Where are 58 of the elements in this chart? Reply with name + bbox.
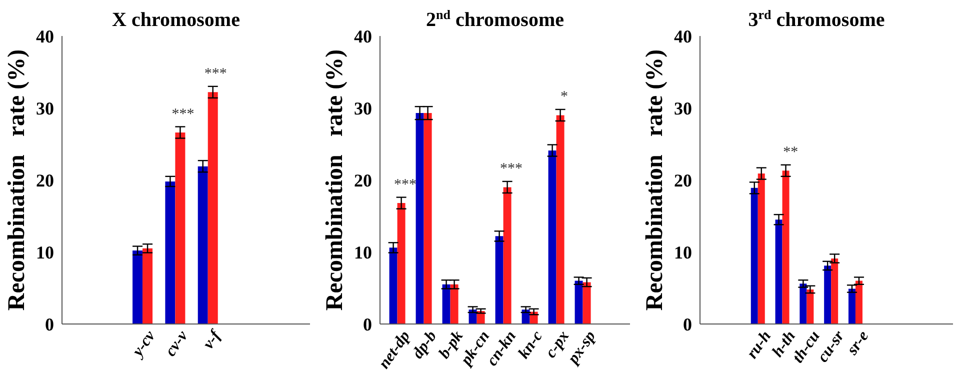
bar [800,284,807,324]
y-tick-label: 40 [36,26,54,46]
bar [750,188,758,324]
bar [582,282,591,324]
y-tick-label: 30 [36,98,54,118]
bar [198,166,208,324]
bar [165,181,176,324]
chart-title: 3$^{rd}$ chromosome [748,6,885,31]
x-tick-label: v-f [200,326,226,352]
bar [389,248,398,324]
y-axis-title: Recombination rate (%) [642,49,668,311]
y-tick-label: 10 [354,242,372,262]
bar [450,284,458,324]
bar [574,280,583,324]
annotation: *** [204,66,227,82]
y-tick-label: 40 [354,26,372,46]
bar [132,250,143,324]
y-axis-title: Recombination rate (%) [322,49,348,311]
bar [848,288,856,324]
y-tick-label: 10 [36,242,54,262]
annotation: *** [394,177,416,194]
bar [831,258,838,324]
x-tick-label: cv-v [162,327,192,360]
y-tick-label: 30 [674,98,692,118]
annotation: *** [500,161,522,178]
bar [416,113,424,324]
y-tick-label: 20 [36,170,54,190]
bar [548,150,556,324]
y-tick-label: 20 [354,170,372,190]
bar [208,92,218,324]
y-tick-label: 0 [683,314,692,334]
bar [495,236,504,324]
y-tick-label: 0 [45,314,54,334]
bar [775,220,782,324]
y-tick-label: 20 [674,170,692,190]
bar [806,289,814,324]
x-tick-label: sr-e [843,328,872,359]
y-tick-label: 10 [674,242,692,262]
bar [503,187,512,324]
bar [442,284,450,324]
bar [824,266,832,324]
bar [142,248,153,324]
annotation: *** [172,106,194,122]
bar [397,203,406,324]
bar [782,170,790,324]
y-axis-title: Recombination rate (%) [4,49,30,311]
bar [424,113,432,324]
bar [175,132,186,324]
bar [855,280,862,324]
bar [758,174,765,324]
annotation: * [560,89,568,106]
chart-title: 2$^{nd}$ chromosome [426,6,564,31]
y-tick-label: 30 [354,98,372,118]
y-tick-label: 40 [674,26,692,46]
y-tick-label: 0 [363,314,372,334]
chart-title: X chromosome [112,9,240,31]
annotation: ** [783,144,798,161]
bar [556,115,564,324]
